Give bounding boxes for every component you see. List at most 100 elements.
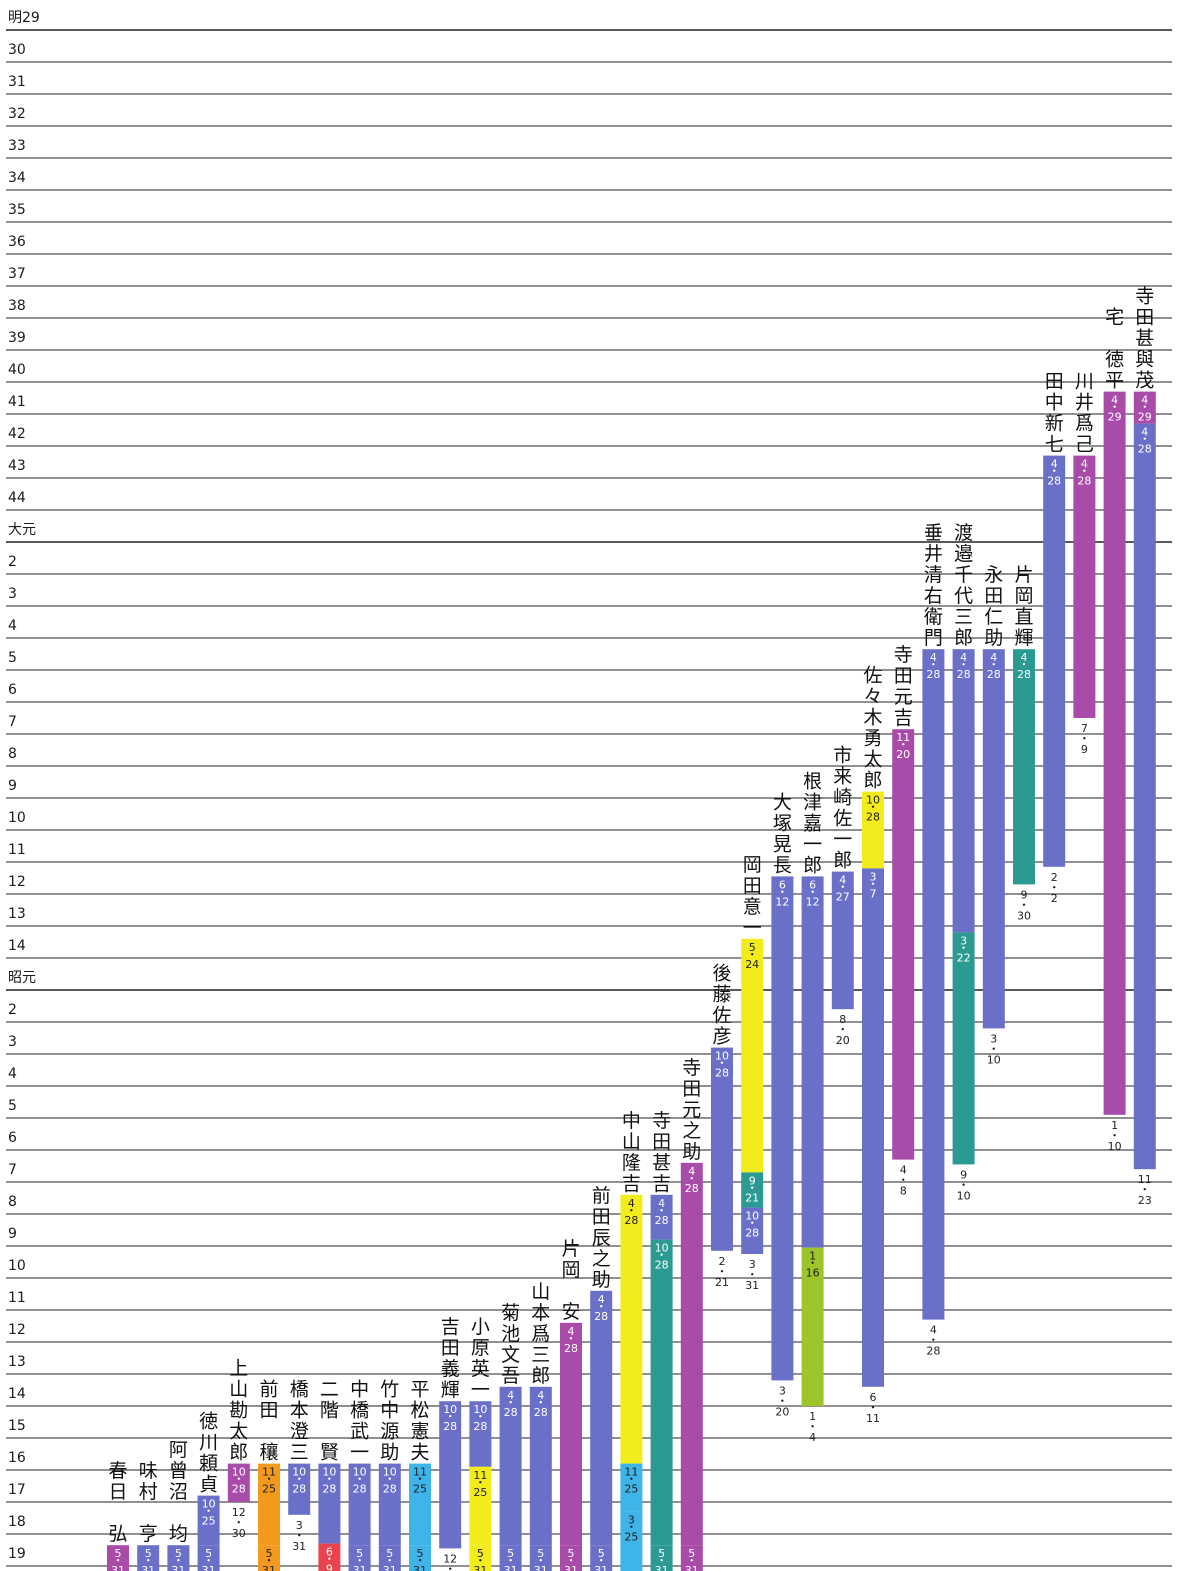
start-date-label: 10 [202, 1498, 216, 1511]
start-date-label: 5 [386, 1547, 393, 1560]
year-tick-label: 8 [8, 746, 17, 762]
start-date-label: 10 [292, 1466, 306, 1479]
start-date-label: 31 [202, 1564, 216, 1571]
start-date-separator: ・ [686, 1554, 697, 1567]
year-tick-label: 42 [8, 426, 26, 442]
tenure-bar-segment [258, 1545, 280, 1571]
start-date-label: 4 [598, 1293, 605, 1306]
end-date-label-day: 30 [1017, 909, 1031, 922]
start-date-label: 7 [870, 887, 877, 900]
start-date-label: 11 [413, 1466, 427, 1479]
person-name: 永田仁助 [984, 564, 1003, 649]
start-date-separator: ・ [958, 941, 969, 954]
tenure-bar-segment [107, 1545, 129, 1571]
person-name: 菊池文吾 [501, 1302, 520, 1387]
year-tick-label: 5 [8, 650, 17, 666]
year-tick-label: 大元 [8, 522, 36, 538]
start-date-label: 31 [534, 1564, 548, 1571]
start-date-label: 28 [534, 1406, 548, 1419]
end-date-label: 3 [296, 1519, 303, 1532]
start-date-label: 25 [202, 1515, 216, 1528]
end-date-label-day: 23 [1138, 1194, 1152, 1207]
start-date-label: 4 [1141, 394, 1148, 407]
person-name: 寺田元之助 [682, 1057, 701, 1163]
year-tick-label: 32 [8, 106, 26, 122]
start-date-label: 3 [628, 1514, 635, 1527]
start-date-separator: ・ [686, 1172, 697, 1185]
year-axis-labels: 明29303132333435363738394041424344大元23456… [8, 10, 40, 1562]
start-date-label: 3 [870, 870, 877, 883]
start-date-label: 28 [655, 1214, 669, 1227]
end-date-label: 4 [900, 1164, 907, 1177]
start-date-label: 5 [658, 1547, 665, 1560]
start-date-label: 25 [473, 1486, 487, 1499]
end-date-separator: ・ [1019, 898, 1030, 911]
tenure-bar-segment [741, 1172, 764, 1208]
start-date-label: 28 [353, 1483, 367, 1496]
start-date-separator: ・ [173, 1554, 184, 1567]
person-name: 春日 弘 [108, 1460, 127, 1545]
start-date-label: 31 [564, 1564, 578, 1571]
tenure-bar-segment [801, 1247, 824, 1406]
tenure-bar-segment [1073, 455, 1096, 718]
end-date-separator: ・ [747, 1268, 758, 1281]
person-name: 片岡直輝 [1014, 564, 1033, 649]
year-tick-label: 12 [8, 874, 26, 890]
end-date-label: 11 [1138, 1173, 1152, 1186]
tenure-bar-segment [1103, 391, 1126, 1115]
start-date-label: 28 [1047, 475, 1061, 488]
start-date-separator: ・ [475, 1410, 486, 1423]
tenure-bar-segment [862, 868, 884, 1387]
start-date-separator: ・ [505, 1554, 516, 1567]
year-tick-label: 3 [8, 586, 17, 602]
start-date-label: 31 [504, 1564, 518, 1571]
start-date-label: 31 [262, 1564, 276, 1571]
tenure-bar-segment [952, 649, 975, 933]
start-date-label: 5 [356, 1547, 363, 1560]
start-date-label: 10 [322, 1466, 336, 1479]
person-name: 上山勘太郎 [229, 1358, 248, 1464]
tenure-bar-segment [560, 1545, 582, 1571]
end-date-separator: ・ [988, 1042, 999, 1055]
tenure-bar-segment [620, 1463, 643, 1512]
year-tick-label: 6 [8, 682, 17, 698]
person-name: 前田辰之助 [592, 1185, 611, 1291]
tenure-bar-segment [590, 1545, 613, 1571]
start-date-separator: ・ [415, 1554, 426, 1567]
start-date-label: 28 [655, 1259, 669, 1272]
start-date-separator: ・ [505, 1396, 516, 1409]
start-date-label: 28 [745, 1227, 759, 1240]
start-date-separator: ・ [324, 1553, 335, 1566]
end-date-separator: ・ [868, 1401, 879, 1414]
start-date-label: 4 [1051, 458, 1058, 471]
year-tick-label: 17 [8, 1482, 26, 1498]
person-name: 市来崎佐一郎 [833, 745, 852, 872]
person-name: 岡田意一 [743, 854, 762, 939]
start-date-label: 25 [262, 1483, 276, 1496]
start-date-label: 21 [745, 1191, 759, 1204]
tenure-bar-segment [499, 1386, 522, 1546]
person-name: 大塚晃長 [773, 791, 792, 876]
start-date-label: 28 [1138, 443, 1152, 456]
start-date-label: 31 [473, 1564, 487, 1571]
tenure-bar-segment [288, 1463, 311, 1515]
start-date-separator: ・ [264, 1554, 275, 1567]
start-date-label: 28 [866, 811, 880, 824]
year-tick-label: 16 [8, 1450, 26, 1466]
end-date-label-day: 10 [987, 1053, 1001, 1066]
start-date-label: 22 [957, 951, 971, 964]
tenure-bar-segment [409, 1463, 431, 1546]
start-date-separator: ・ [898, 738, 909, 751]
start-date-label: 29 [1138, 411, 1152, 424]
end-date-label: 12 [232, 1506, 246, 1519]
year-tick-label: 2 [8, 554, 17, 570]
person-column: 428・531・寺田元之助 [680, 1057, 703, 1571]
person-name: 二階 賢 [320, 1379, 339, 1464]
